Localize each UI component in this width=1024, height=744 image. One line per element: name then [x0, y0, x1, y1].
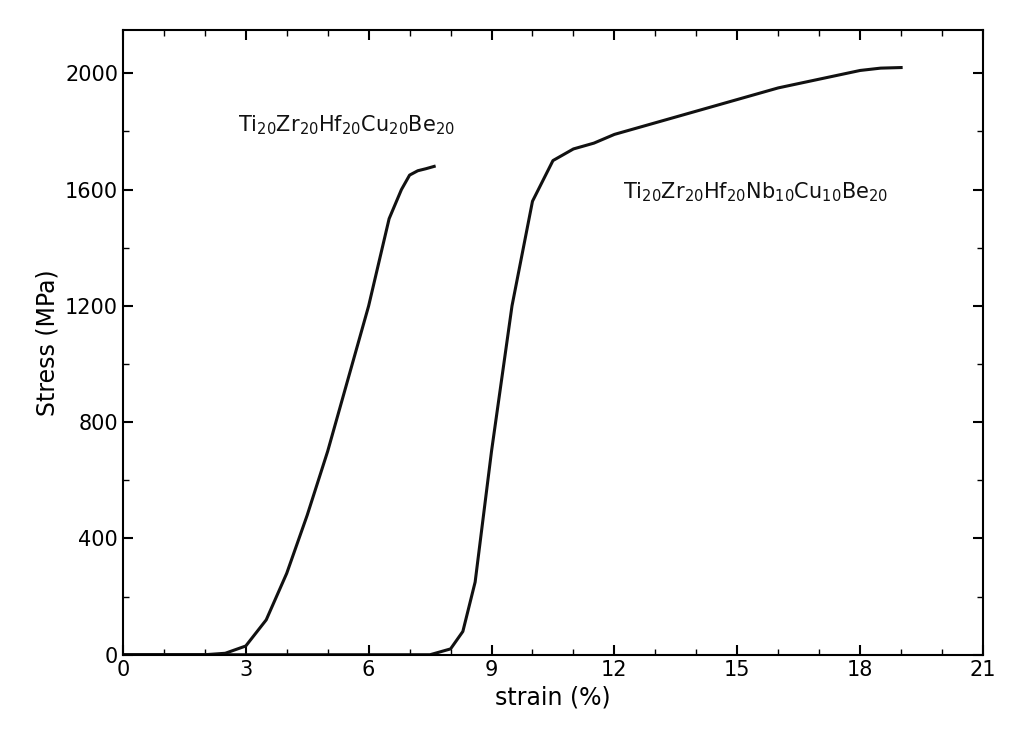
Text: Ti$_{20}$Zr$_{20}$Hf$_{20}$Nb$_{10}$Cu$_{10}$Be$_{20}$: Ti$_{20}$Zr$_{20}$Hf$_{20}$Nb$_{10}$Cu$_… [623, 181, 888, 205]
X-axis label: strain (%): strain (%) [496, 685, 610, 709]
Text: Ti$_{20}$Zr$_{20}$Hf$_{20}$Cu$_{20}$Be$_{20}$: Ti$_{20}$Zr$_{20}$Hf$_{20}$Cu$_{20}$Be$_… [238, 114, 455, 138]
Y-axis label: Stress (MPa): Stress (MPa) [36, 269, 59, 416]
